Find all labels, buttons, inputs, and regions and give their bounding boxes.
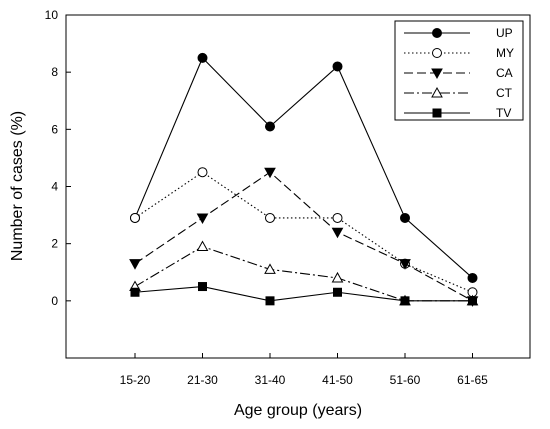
legend-label: MY <box>496 46 514 60</box>
series-ct <box>129 240 479 306</box>
x-tick-label: 51-60 <box>390 373 421 387</box>
x-axis-label: Age group (years) <box>234 402 362 419</box>
series-ca <box>129 167 479 307</box>
y-axis: 0 2 4 6 8 10 <box>45 8 71 308</box>
series-line-tv <box>134 285 473 302</box>
legend-entry-my: MY <box>404 46 514 60</box>
data-point-ct <box>196 240 209 252</box>
series-line-ct <box>134 245 473 302</box>
legend-entry-ca: CA <box>404 66 513 80</box>
data-point-up <box>400 212 410 223</box>
series-my <box>130 167 478 298</box>
legend: UP MY CA CT TV <box>394 20 524 121</box>
data-point-my <box>197 167 208 178</box>
y-tick-label: 4 <box>51 180 58 194</box>
legend-label: CA <box>496 66 513 80</box>
legend-marker <box>432 28 442 38</box>
legend-entry-ct: CT <box>404 86 513 100</box>
y-tick-label: 2 <box>51 237 58 251</box>
data-point-up <box>265 121 275 132</box>
data-point-my <box>130 212 140 223</box>
data-point-up <box>332 61 343 72</box>
legend-marker <box>432 108 442 118</box>
data-point-ct <box>264 263 276 274</box>
data-point-tv <box>130 287 140 297</box>
series-tv <box>130 282 477 306</box>
data-point-ca <box>129 259 141 270</box>
y-tick-label: 8 <box>51 65 58 79</box>
data-point-up <box>467 272 478 283</box>
legend-entry-tv: TV <box>404 106 511 120</box>
y-tick-label: 10 <box>45 8 59 22</box>
x-tick-label: 31-40 <box>255 373 286 387</box>
data-point-ca <box>196 213 209 224</box>
data-point-ca <box>264 167 276 179</box>
data-point-tv <box>400 296 410 306</box>
data-point-ca <box>331 227 344 239</box>
legend-label: UP <box>496 26 513 40</box>
series-layer <box>129 52 479 307</box>
legend-label: TV <box>496 106 511 120</box>
data-point-tv <box>265 296 275 306</box>
legend-label: CT <box>496 86 513 100</box>
legend-marker <box>431 68 443 80</box>
series-line-my <box>134 171 473 293</box>
legend-marker <box>432 48 442 58</box>
y-tick-label: 6 <box>51 122 58 136</box>
data-point-ca <box>399 259 411 270</box>
data-point-tv <box>468 296 477 306</box>
series-line-up <box>134 56 473 279</box>
data-point-tv <box>198 282 207 292</box>
data-point-up <box>197 52 208 63</box>
x-tick-label: 21-30 <box>187 373 218 387</box>
x-axis: 15-20 21-30 31-40 41-50 51-60 61-65 <box>120 353 488 387</box>
x-tick-label: 41-50 <box>322 373 353 387</box>
y-tick-label: 0 <box>51 294 58 308</box>
series-line-ca <box>134 171 473 302</box>
x-tick-label: 15-20 <box>120 373 151 387</box>
data-point-ct <box>331 271 344 283</box>
data-point-my <box>332 212 343 223</box>
x-tick-label: 61-65 <box>457 373 488 387</box>
data-point-tv <box>333 287 342 297</box>
data-point-my <box>265 212 275 223</box>
legend-box <box>394 20 524 121</box>
y-axis-label: Number of cases (%) <box>9 111 26 261</box>
legend-entry-up: UP <box>404 26 513 40</box>
legend-marker <box>431 86 443 98</box>
